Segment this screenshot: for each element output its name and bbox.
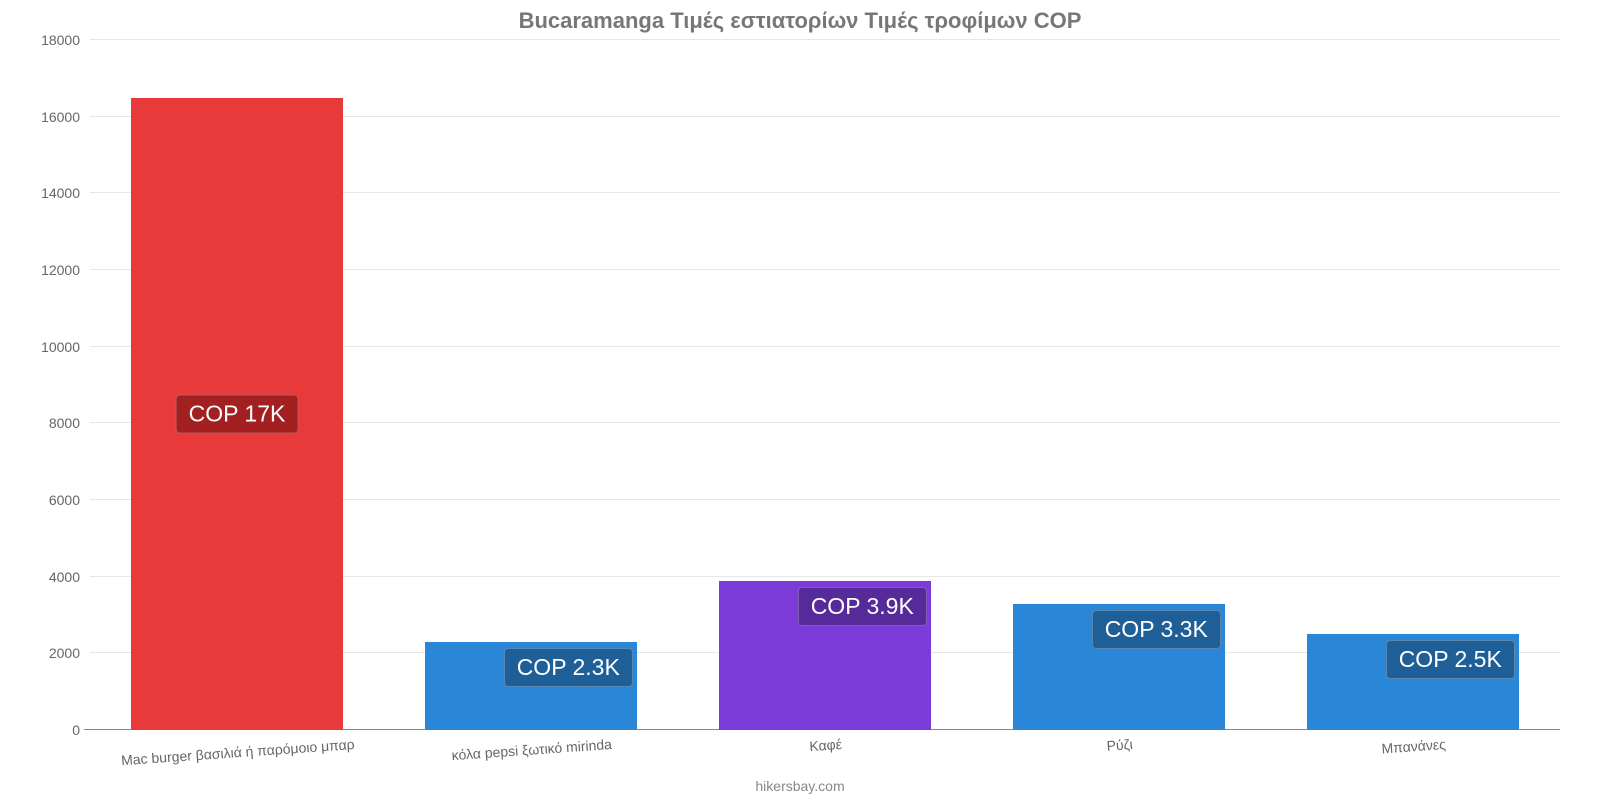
bar-value-label: COP 3.9K [798,587,927,626]
x-axis-labels: Mac burger βασιλιά ή παρόμοιο μπαρ κόλα p… [90,730,1560,770]
bar: COP 2.3K [425,642,637,730]
bar-value-label: COP 2.3K [504,648,633,687]
y-tick-label: 4000 [49,569,90,585]
chart-title: Bucaramanga Τιμές εστιατορίων Τιμές τροφ… [0,0,1600,38]
y-tick-label: 6000 [49,492,90,508]
bar-value-label: COP 17K [176,394,299,433]
y-tick-label: 12000 [41,262,90,278]
x-axis-label: κόλα pepsi ξωτικό mirinda [451,736,612,763]
y-tick-label: 0 [72,722,90,738]
bar: COP 2.5K [1307,634,1519,730]
x-axis-label: Καφέ [809,736,843,754]
y-tick-label: 8000 [49,415,90,431]
y-tick-label: 14000 [41,185,90,201]
chart-plot-area: 0200040006000800010000120001400016000180… [90,40,1560,730]
bar-value-label: COP 3.3K [1092,610,1221,649]
x-axis-label: Ρύζι [1106,736,1133,754]
y-tick-label: 16000 [41,109,90,125]
attribution-text: hikersbay.com [0,778,1600,794]
bar: COP 3.3K [1013,604,1225,731]
bar: COP 3.9K [719,581,931,731]
x-axis-label: Mac burger βασιλιά ή παρόμοιο μπαρ [121,736,355,768]
y-tick-label: 2000 [49,645,90,661]
grid-line [90,39,1560,40]
bar-value-label: COP 2.5K [1386,640,1515,679]
bar: COP 17K [131,98,343,731]
x-axis-label: Μπανάνες [1381,736,1446,756]
y-tick-label: 18000 [41,32,90,48]
y-tick-label: 10000 [41,339,90,355]
